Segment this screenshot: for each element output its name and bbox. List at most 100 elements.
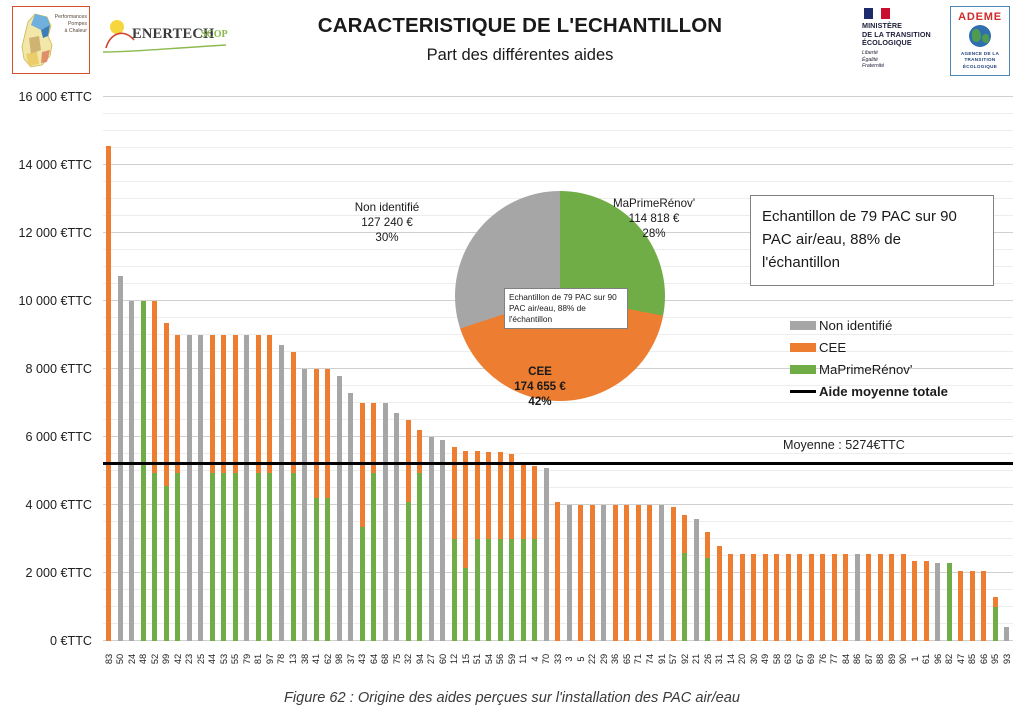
bar-column[interactable]: [990, 97, 1002, 641]
bar-column[interactable]: [495, 97, 507, 641]
x-axis-tick-label: 67: [794, 653, 805, 665]
bar-column[interactable]: [886, 97, 898, 641]
bar-column[interactable]: [679, 97, 691, 641]
bar-column[interactable]: [794, 97, 806, 641]
x-axis-tick-label: 14: [725, 653, 736, 665]
bar-column[interactable]: [898, 97, 910, 641]
bar-column[interactable]: [518, 97, 530, 641]
bar-column[interactable]: [944, 97, 956, 641]
bar-column[interactable]: [667, 97, 679, 641]
bar-column[interactable]: [978, 97, 990, 641]
bar-column[interactable]: [103, 97, 115, 641]
bar-column[interactable]: [276, 97, 288, 641]
y-axis-tick-label: 14 000 €TTC: [18, 158, 92, 172]
legend-item[interactable]: CEE: [790, 336, 1010, 358]
bar-column[interactable]: [967, 97, 979, 641]
bar-column[interactable]: [598, 97, 610, 641]
bar-column[interactable]: [425, 97, 437, 641]
bar-column[interactable]: [368, 97, 380, 641]
bar-column[interactable]: [115, 97, 127, 641]
bar-column[interactable]: [391, 97, 403, 641]
bar-column[interactable]: [241, 97, 253, 641]
legend-item[interactable]: MaPrimeRénov': [790, 358, 1010, 380]
bar-column[interactable]: [541, 97, 553, 641]
bar-column[interactable]: [656, 97, 668, 641]
bar-column[interactable]: [310, 97, 322, 641]
bar-column[interactable]: [771, 97, 783, 641]
legend-label: MaPrimeRénov': [819, 361, 913, 377]
bar-column[interactable]: [161, 97, 173, 641]
bar-column[interactable]: [253, 97, 265, 641]
bar-column[interactable]: [333, 97, 345, 641]
bar-column[interactable]: [644, 97, 656, 641]
bar-column[interactable]: [287, 97, 299, 641]
bar-column[interactable]: [575, 97, 587, 641]
bar-column[interactable]: [875, 97, 887, 641]
bar-column[interactable]: [472, 97, 484, 641]
bar-column[interactable]: [264, 97, 276, 641]
bar-column[interactable]: [955, 97, 967, 641]
chart-subtitle: Part des différentes aides: [426, 46, 614, 64]
bar-column[interactable]: [782, 97, 794, 641]
bar-column[interactable]: [725, 97, 737, 641]
bar-column[interactable]: [402, 97, 414, 641]
bar-column[interactable]: [564, 97, 576, 641]
x-axis-tick-label: 66: [978, 653, 989, 665]
bar-column[interactable]: [852, 97, 864, 641]
bar-segment-cee: [578, 505, 584, 641]
bar-column[interactable]: [356, 97, 368, 641]
bar-column[interactable]: [713, 97, 725, 641]
bar-column[interactable]: [932, 97, 944, 641]
bar-column[interactable]: [414, 97, 426, 641]
bar-column[interactable]: [909, 97, 921, 641]
pie-cee-pct: 42%: [528, 395, 552, 408]
bar-column[interactable]: [299, 97, 311, 641]
bar-column[interactable]: [863, 97, 875, 641]
bar-column[interactable]: [184, 97, 196, 641]
bar-column[interactable]: [448, 97, 460, 641]
bar-column[interactable]: [172, 97, 184, 641]
bar-column[interactable]: [529, 97, 541, 641]
bar-column[interactable]: [379, 97, 391, 641]
bar-column[interactable]: [610, 97, 622, 641]
legend-item[interactable]: Non identifié: [790, 314, 1010, 336]
bar-column[interactable]: [736, 97, 748, 641]
bar-column[interactable]: [460, 97, 472, 641]
bar-column[interactable]: [817, 97, 829, 641]
bar-column[interactable]: [759, 97, 771, 641]
bar-column[interactable]: [828, 97, 840, 641]
bar-column[interactable]: [322, 97, 334, 641]
bar-column[interactable]: [690, 97, 702, 641]
bar-column[interactable]: [345, 97, 357, 641]
x-axis-tick-label: 23: [184, 653, 195, 665]
bar-column[interactable]: [587, 97, 599, 641]
bar-column[interactable]: [506, 97, 518, 641]
bar-column[interactable]: [552, 97, 564, 641]
bar-column[interactable]: [1001, 97, 1013, 641]
bar-column[interactable]: [437, 97, 449, 641]
legend-item[interactable]: Aide moyenne totale: [790, 380, 1010, 402]
bar-column[interactable]: [702, 97, 714, 641]
bar-column[interactable]: [126, 97, 138, 641]
bar-column[interactable]: [195, 97, 207, 641]
bar-column[interactable]: [207, 97, 219, 641]
x-axis-tick-label: 86: [852, 653, 863, 665]
bar-segment-cee: [474, 450, 480, 539]
bar-column[interactable]: [218, 97, 230, 641]
x-axis-labels: 83 50 24 48 52 99 42 23 25 44 53 55 79 81 97 78 13 38 41 62…: [103, 644, 1013, 678]
bar-column[interactable]: [149, 97, 161, 641]
y-axis-tick-label: 12 000 €TTC: [18, 226, 92, 240]
bar-column[interactable]: [921, 97, 933, 641]
bar-segment-cee: [463, 450, 469, 568]
bar-column[interactable]: [138, 97, 150, 641]
bar-column[interactable]: [805, 97, 817, 641]
bar-column[interactable]: [230, 97, 242, 641]
bar-column[interactable]: [483, 97, 495, 641]
x-axis-tick-label: 57: [668, 653, 679, 665]
x-axis-tick-label: 63: [783, 653, 794, 665]
legend-label: CEE: [819, 339, 847, 355]
bar-column[interactable]: [633, 97, 645, 641]
bar-column[interactable]: [840, 97, 852, 641]
bar-column[interactable]: [621, 97, 633, 641]
bar-column[interactable]: [748, 97, 760, 641]
